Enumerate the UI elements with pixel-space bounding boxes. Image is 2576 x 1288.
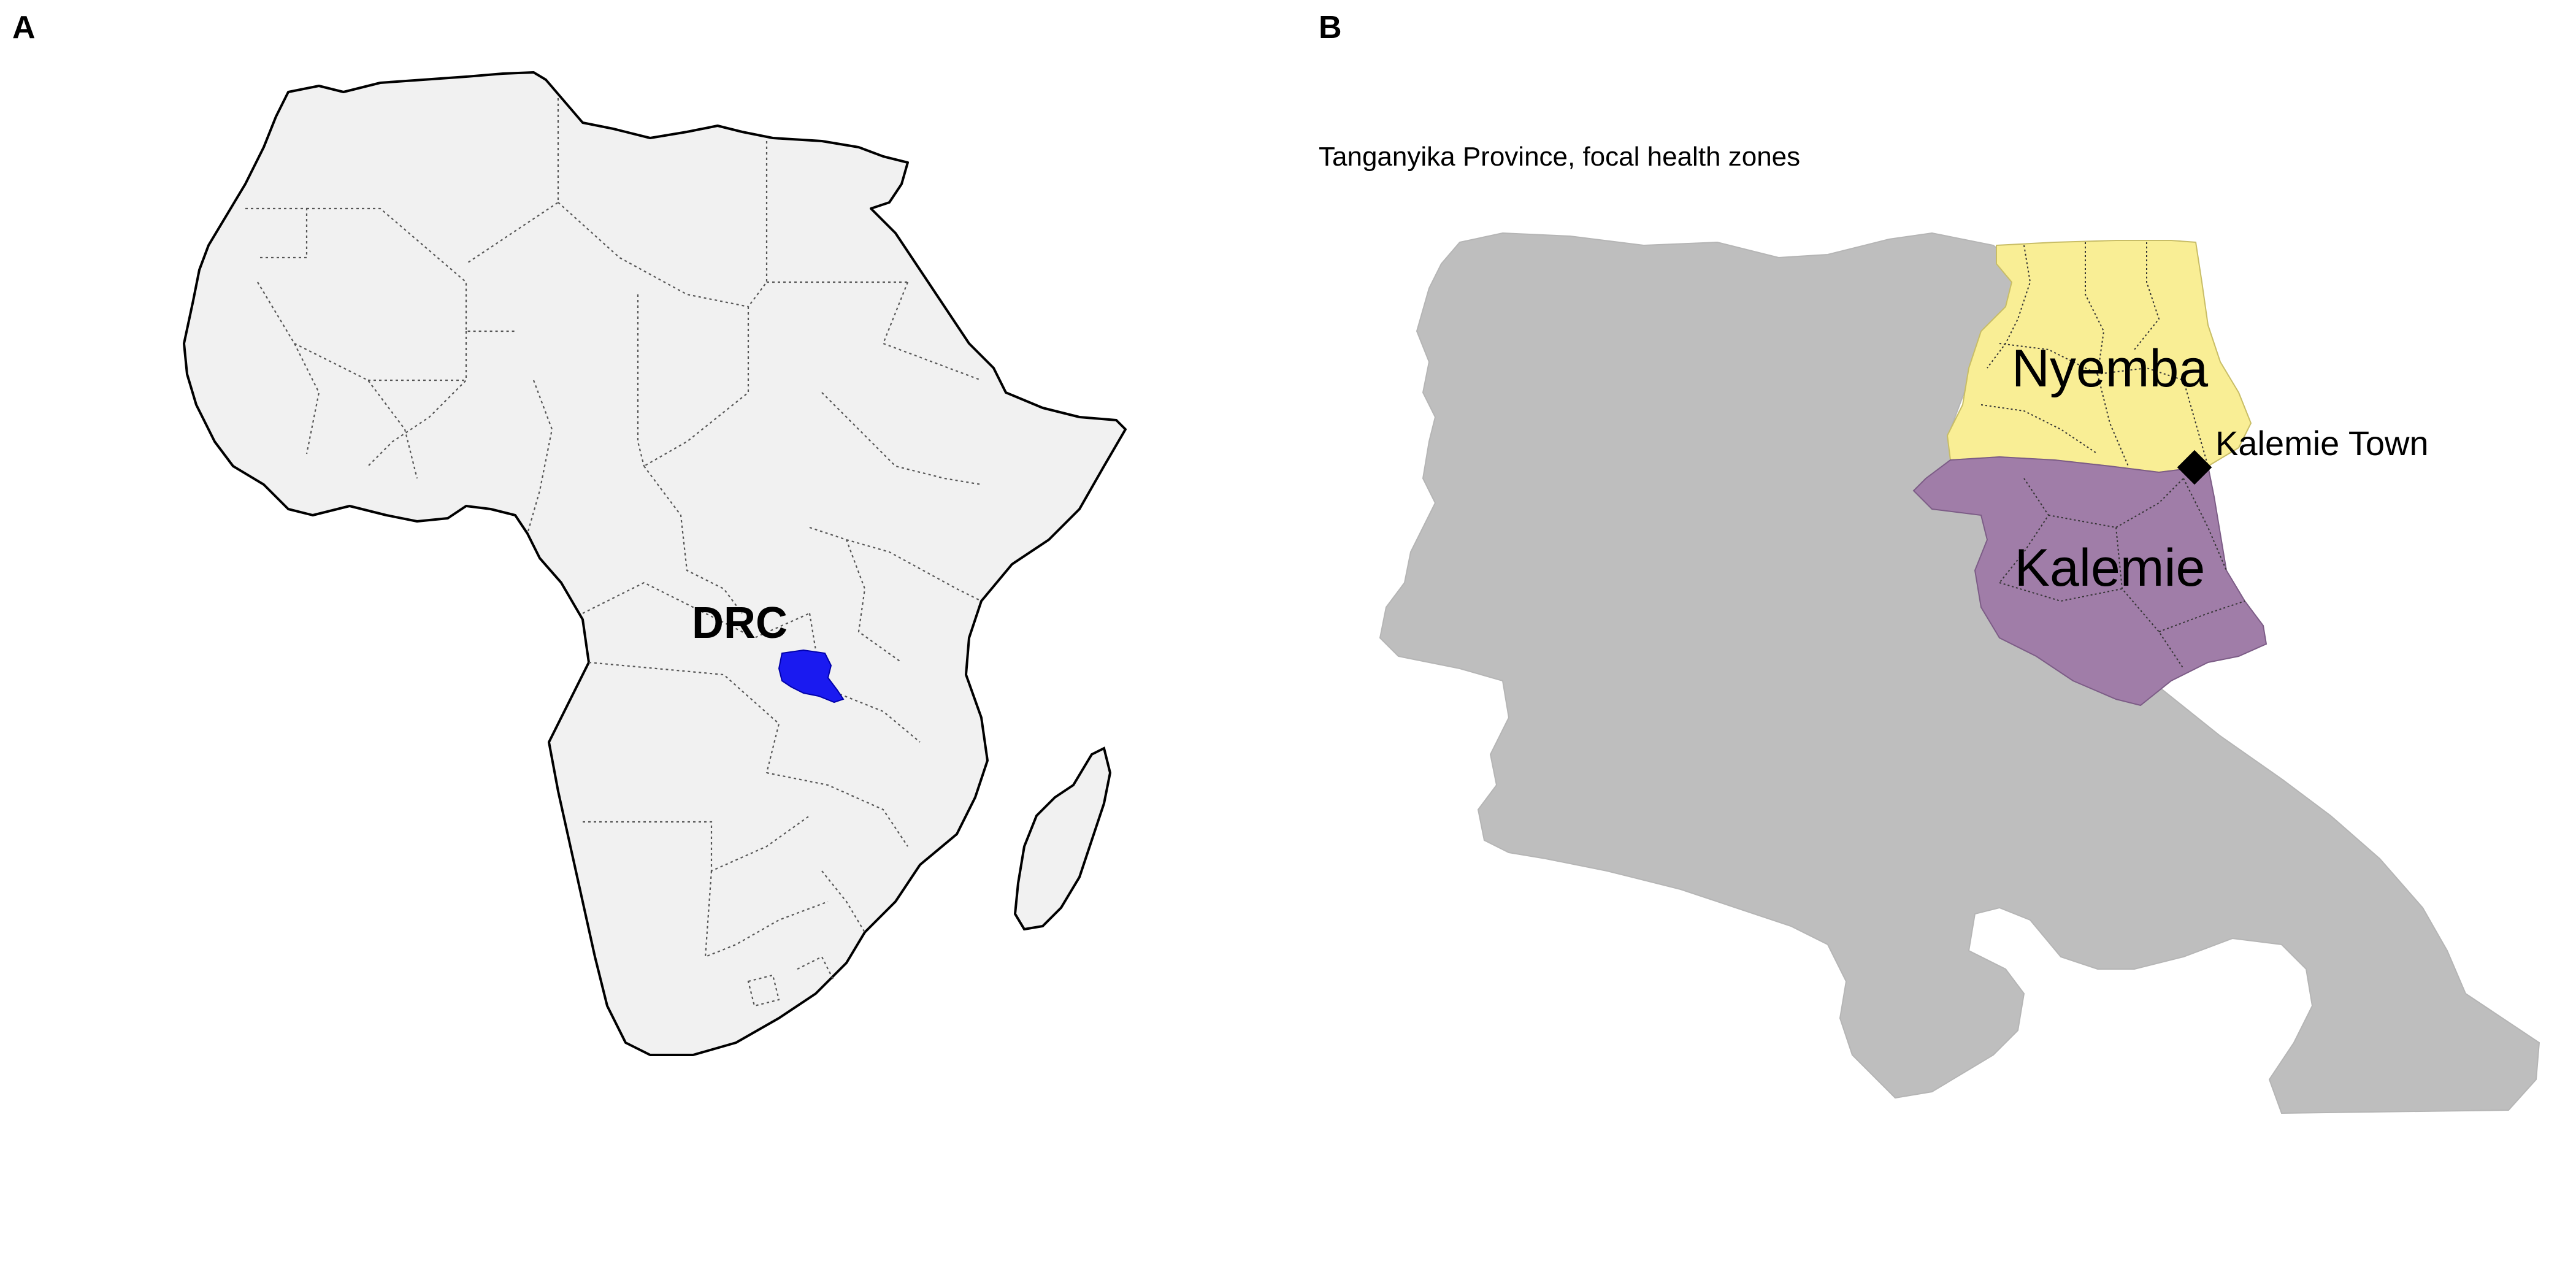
diamond-marker-icon <box>2177 450 2212 485</box>
zone-label-kalemie: Kalemie <box>2015 539 2206 597</box>
panel-b-letter: B <box>1319 10 1342 45</box>
health-area-borders <box>1980 242 2245 669</box>
tanganyika-highlight <box>778 649 845 703</box>
panel-a-letter: A <box>12 10 36 45</box>
panel-a: A <box>12 10 1127 1056</box>
africa-landmass <box>183 71 1127 1056</box>
country-borders <box>245 98 982 1007</box>
panel-b: B Tanganyika Province, focal health zone… <box>1319 10 2540 1114</box>
province-shape <box>1379 232 2540 1114</box>
panel-b-subtitle: Tanganyika Province, focal health zones <box>1319 142 1800 172</box>
country-label-drc: DRC <box>692 599 788 648</box>
madagascar <box>1013 746 1112 931</box>
town-label: Kalemie Town <box>2215 424 2429 462</box>
zone-label-nyemba: Nyemba <box>2012 339 2208 398</box>
